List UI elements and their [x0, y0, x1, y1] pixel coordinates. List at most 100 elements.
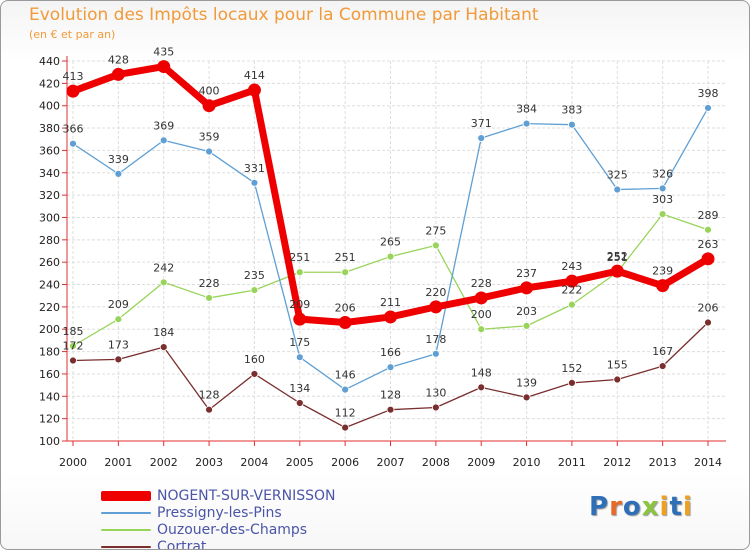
data-point [565, 274, 579, 288]
data-label: 128 [199, 389, 220, 402]
data-point [386, 252, 395, 261]
data-label: 209 [108, 298, 129, 311]
x-tick-label: 2004 [240, 456, 268, 469]
logo-letter: o [622, 492, 642, 522]
data-point [477, 325, 486, 334]
data-point [341, 423, 350, 432]
logo-letter: r [609, 492, 623, 522]
data-label: 242 [153, 261, 174, 274]
x-tick-label: 2006 [331, 456, 359, 469]
data-label: 251 [335, 251, 356, 264]
data-point [386, 405, 395, 414]
data-label: 178 [425, 333, 446, 346]
data-point [568, 300, 576, 309]
data-label: 339 [108, 153, 129, 166]
data-point [522, 119, 531, 128]
data-point [66, 84, 80, 98]
data-label: 148 [471, 366, 492, 379]
data-point [568, 120, 576, 129]
x-tick-label: 2012 [603, 456, 631, 469]
data-point [293, 312, 307, 326]
data-label: 134 [289, 382, 310, 395]
x-tick-label: 2009 [467, 456, 495, 469]
data-label: 220 [425, 286, 446, 299]
legend-swatch [101, 511, 151, 514]
data-point [431, 349, 440, 358]
data-label: 400 [199, 85, 220, 98]
legend-item: Cortrat [101, 538, 336, 549]
proxiti-logo: Proxiti [589, 492, 693, 522]
data-point [474, 291, 488, 305]
y-tick-label: 100 [39, 435, 60, 448]
data-label: 172 [63, 340, 84, 353]
data-point [341, 268, 350, 277]
y-tick-label: 400 [39, 100, 60, 113]
data-point [568, 378, 576, 387]
data-label: 206 [335, 302, 356, 315]
data-point [431, 403, 440, 412]
data-point [429, 300, 443, 314]
data-point [157, 60, 171, 74]
data-label: 185 [63, 325, 84, 338]
data-point [658, 184, 667, 193]
data-label: 175 [289, 336, 310, 349]
data-point [658, 210, 667, 219]
data-label: 289 [698, 209, 719, 222]
data-point [520, 281, 534, 295]
y-tick-label: 440 [39, 55, 60, 68]
data-label: 166 [380, 346, 401, 359]
y-tick-label: 200 [39, 323, 60, 336]
data-point [613, 375, 622, 384]
data-label: 326 [652, 167, 673, 180]
data-point [704, 104, 712, 112]
data-point [111, 67, 125, 81]
x-tick-label: 2011 [558, 456, 586, 469]
data-label: 155 [607, 359, 628, 372]
data-label: 222 [561, 284, 582, 297]
data-point [114, 355, 123, 364]
data-point [250, 286, 259, 295]
data-label: 146 [335, 369, 356, 382]
data-point [159, 136, 168, 145]
data-point [202, 99, 216, 113]
data-point [656, 279, 670, 293]
data-label: 414 [244, 69, 265, 82]
data-label: 203 [516, 305, 537, 318]
data-point [250, 370, 259, 378]
data-label: 209 [289, 298, 310, 311]
data-label: 325 [607, 169, 628, 182]
data-point [205, 405, 213, 414]
logo-letter: P [589, 492, 610, 522]
data-label: 369 [153, 119, 174, 132]
legend-label: Pressigny-les-Pins [157, 504, 282, 521]
legend-swatch [101, 490, 151, 501]
data-point [295, 353, 304, 362]
y-tick-label: 220 [39, 301, 60, 314]
data-label: 167 [652, 345, 673, 358]
data-label: 160 [244, 353, 265, 366]
legend-item: Ouzouer-des-Champs [101, 521, 336, 538]
y-tick-label: 360 [39, 144, 60, 157]
data-label: 228 [199, 277, 220, 290]
data-point [205, 147, 213, 156]
data-label: 237 [516, 267, 537, 280]
x-tick-label: 2007 [377, 456, 405, 469]
data-label: 383 [561, 104, 582, 117]
y-tick-label: 320 [39, 189, 60, 202]
data-label: 384 [516, 103, 537, 116]
data-point [658, 362, 667, 371]
chart-subtitle: (en € et par an) [29, 28, 116, 41]
y-tick-label: 180 [39, 346, 60, 359]
y-tick-label: 300 [39, 211, 60, 224]
data-point [701, 252, 715, 266]
data-point [613, 185, 622, 194]
data-point [477, 134, 486, 143]
legend-label: NOGENT-SUR-VERNISSON [157, 487, 336, 504]
data-point [114, 169, 123, 178]
data-point [159, 278, 168, 287]
data-label: 435 [153, 46, 174, 59]
data-point [159, 343, 168, 352]
data-point [69, 342, 77, 350]
data-label: 428 [108, 53, 129, 66]
